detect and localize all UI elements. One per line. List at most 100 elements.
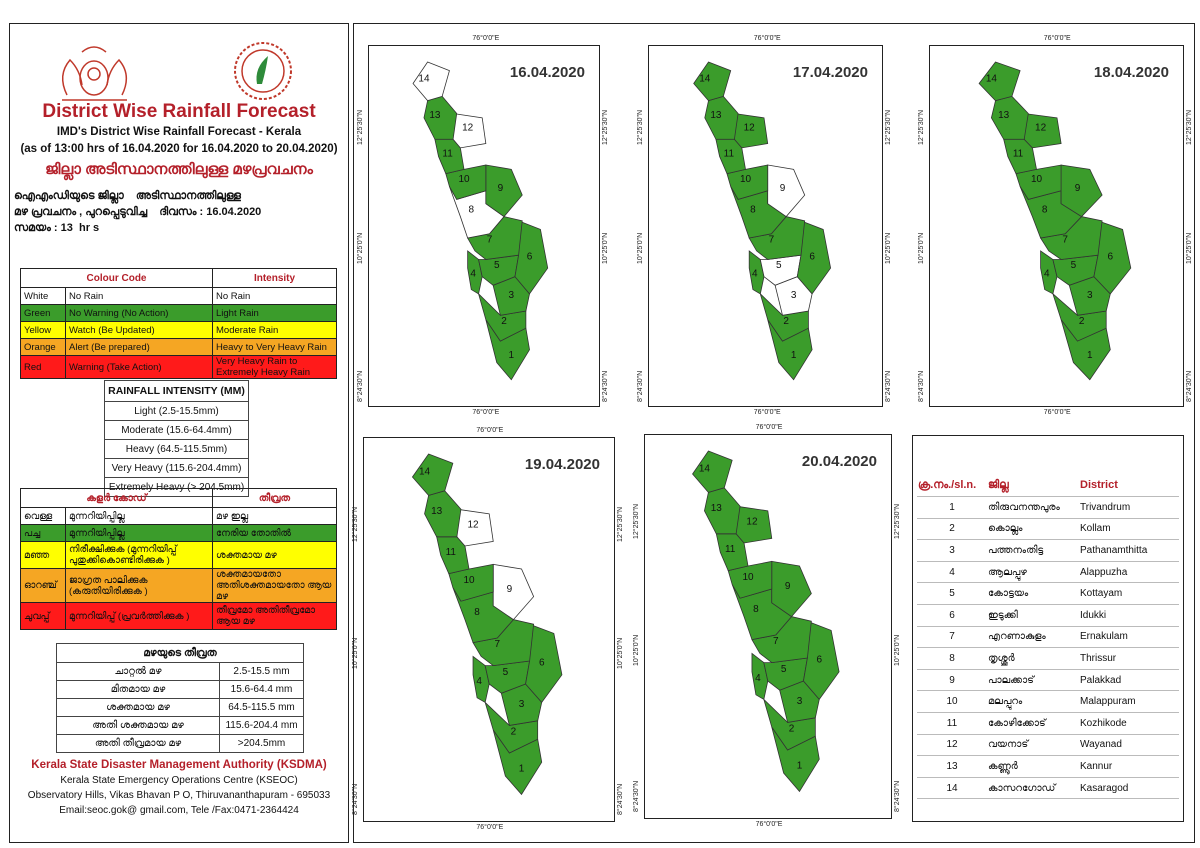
- district-name-ml: തൃശ്ശൂർ: [987, 647, 1079, 670]
- lat-tick-right: 10°25'0"N: [894, 634, 901, 666]
- rainfall-intensity-value: Moderate (15.6-64.4mm): [104, 420, 249, 440]
- footer-org: Kerala State Disaster Management Authori…: [31, 759, 327, 771]
- colour-code-row-ml: ചുവപ്പ് മുന്നറിയിപ്പ് (പ്രവർത്തിക്കുക ) തീ…: [20, 602, 337, 630]
- forecast-map: 19.04.2020 1 2 3 4 5 6 7 8 9 10 11 12 13 14: [363, 437, 615, 822]
- rainfall-intensity-row-ml: ശക്തമായ മഴ 64.5-115.5 mm: [56, 698, 304, 717]
- district-9-label: 9: [507, 584, 513, 595]
- colour-name-ml: ചുവപ്പ്: [20, 602, 66, 630]
- lat-tick-left: 8°24'30"N: [352, 783, 359, 816]
- colour-intensity: No Rain: [212, 287, 337, 305]
- forecast-map: 18.04.2020 1 2 3 4 5 6 7 8 9 10 11 12 13 14: [929, 45, 1184, 407]
- district-3-label: 3: [791, 290, 797, 301]
- district-14-label: 14: [699, 464, 711, 475]
- lat-tick-left: 10°25'0"N: [633, 634, 640, 666]
- district-row: 4 ആലപ്പുഴ Alappuzha: [917, 561, 1179, 584]
- district-2-label: 2: [789, 724, 795, 735]
- district-14-label: 14: [418, 73, 430, 84]
- page-title: District Wise Rainfall Forecast: [42, 101, 316, 122]
- district-number: 13: [917, 755, 987, 778]
- district-13-label: 13: [710, 110, 722, 121]
- colour-intensity-ml: ശക്തമായ മഴ: [212, 541, 337, 569]
- rainfall-intensity-header-ml: മഴയുടെ തീവ്രത: [56, 643, 304, 663]
- map-date: 18.04.2020: [1093, 64, 1169, 81]
- district-4-label: 4: [476, 676, 482, 687]
- district-2-label: 2: [501, 316, 507, 327]
- colour-name-ml: വെള്ള: [20, 507, 66, 525]
- footer-line-1: Kerala State Emergency Operations Centre…: [60, 775, 298, 786]
- district-name-en: Palakkad: [1079, 669, 1179, 692]
- lat-tick-right: 12°25'30"N: [885, 109, 892, 145]
- district-10-label: 10: [1031, 174, 1043, 185]
- lat-tick-right: 12°25'30"N: [617, 506, 624, 542]
- district-row: 12 വയനാട് Wayanad: [917, 734, 1179, 757]
- district-5-label: 5: [503, 667, 509, 678]
- district-10-label: 10: [458, 174, 470, 185]
- colour-meaning-ml: മുന്നറിയിപ്പില്ല: [65, 524, 213, 542]
- forecast-map: 20.04.2020 1 2 3 4 5 6 7 8 9 10 11 12 13 14: [644, 434, 892, 819]
- district-14-shape: [693, 61, 732, 102]
- colour-meaning: No Rain: [65, 287, 213, 305]
- district-1-label: 1: [1087, 350, 1093, 361]
- district-4-label: 4: [470, 269, 476, 280]
- colour-code-row-ml: പച്ച മുന്നറിയിപ്പില്ല നേരിയ തോതിൽ: [20, 524, 337, 542]
- lon-tick-bottom: 76°0'0"E: [472, 409, 500, 416]
- district-8-label: 8: [1042, 204, 1048, 215]
- district-name-en: Kasaragod: [1079, 777, 1179, 800]
- district-name-en: Kottayam: [1079, 582, 1179, 605]
- district-4-label: 4: [755, 673, 761, 684]
- map-date: 20.04.2020: [801, 453, 877, 470]
- colour-meaning: Alert (Be prepared): [65, 338, 213, 356]
- colour-code-row: White No Rain No Rain: [20, 287, 337, 305]
- lat-tick-right: 10°25'0"N: [1186, 232, 1193, 265]
- lat-tick-right: 12°25'30"N: [602, 109, 609, 145]
- district-number: 14: [917, 777, 987, 800]
- district-number: 12: [917, 734, 987, 757]
- intensity-header-ml: തീവ്രത: [212, 488, 337, 508]
- district-row: 11 കോഴിക്കോട് Kozhikode: [917, 712, 1179, 735]
- rainfall-intensity-value: Light (2.5-15.5mm): [104, 401, 249, 421]
- district-13-label: 13: [429, 110, 441, 121]
- district-5-label: 5: [1071, 260, 1077, 271]
- district-4-label: 4: [752, 269, 758, 280]
- footer-line-2: Observatory Hills, Vikas Bhavan P O, Thi…: [27, 790, 331, 801]
- district-number: 10: [917, 690, 987, 713]
- district-12-label: 12: [1035, 123, 1047, 134]
- forecast-map: 17.04.2020 1 2 3 4 5 6 7 8 9 10 11 12 13 14: [648, 45, 883, 407]
- district-7-label: 7: [769, 234, 775, 245]
- colour-code-row: Yellow Watch (Be Updated) Moderate Rain: [20, 321, 337, 339]
- district-name-ml: മലപ്പുറം: [987, 690, 1079, 713]
- district-6-label: 6: [809, 251, 815, 262]
- district-9-label: 9: [780, 183, 786, 194]
- colour-code-header-ml: കളർ കോഡ്: [20, 488, 213, 508]
- left-panel: [9, 23, 349, 843]
- district-row: 5 കോട്ടയം Kottayam: [917, 582, 1179, 605]
- colour-name-ml: മഞ്ഞ: [20, 541, 66, 569]
- district-7-label: 7: [1062, 234, 1068, 245]
- district-12-label: 12: [744, 123, 756, 134]
- district-5-label: 5: [781, 664, 787, 675]
- lon-tick-bottom: 76°0'0"E: [753, 409, 781, 416]
- district-6-label: 6: [539, 658, 545, 669]
- district-7-label: 7: [487, 234, 493, 245]
- lon-tick-bottom: 76°0'0"E: [755, 821, 783, 828]
- district-table-header-sl: ക്ര.നം./sl.n.: [917, 474, 987, 497]
- map-date: 17.04.2020: [792, 64, 868, 81]
- district-5-label: 5: [776, 260, 782, 271]
- district-row: 1 തിരുവനന്തപുരം Trivandrum: [917, 496, 1179, 519]
- district-11-label: 11: [724, 148, 735, 159]
- district-number: 1: [917, 496, 987, 519]
- district-number: 4: [917, 561, 987, 584]
- district-11-label: 11: [442, 148, 453, 159]
- district-9-label: 9: [498, 183, 504, 194]
- lat-tick-left: 10°25'0"N: [918, 232, 925, 265]
- district-7-label: 7: [773, 636, 779, 647]
- district-name-ml: കണ്ണൂർ: [987, 755, 1079, 778]
- colour-code-table: Colour Code Intensity White No Rain No Rai…: [20, 268, 337, 379]
- lat-tick-left: 12°25'30"N: [918, 109, 925, 145]
- lat-tick-left: 12°25'30"N: [633, 503, 640, 539]
- map-date: 16.04.2020: [509, 64, 585, 81]
- rainfall-intensity-value: Very Heavy (115.6-204.4mm): [104, 458, 249, 478]
- ksdma-logo-icon: [234, 42, 292, 100]
- colour-name: White: [20, 287, 66, 305]
- lon-tick-bottom: 76°0'0"E: [1043, 409, 1071, 416]
